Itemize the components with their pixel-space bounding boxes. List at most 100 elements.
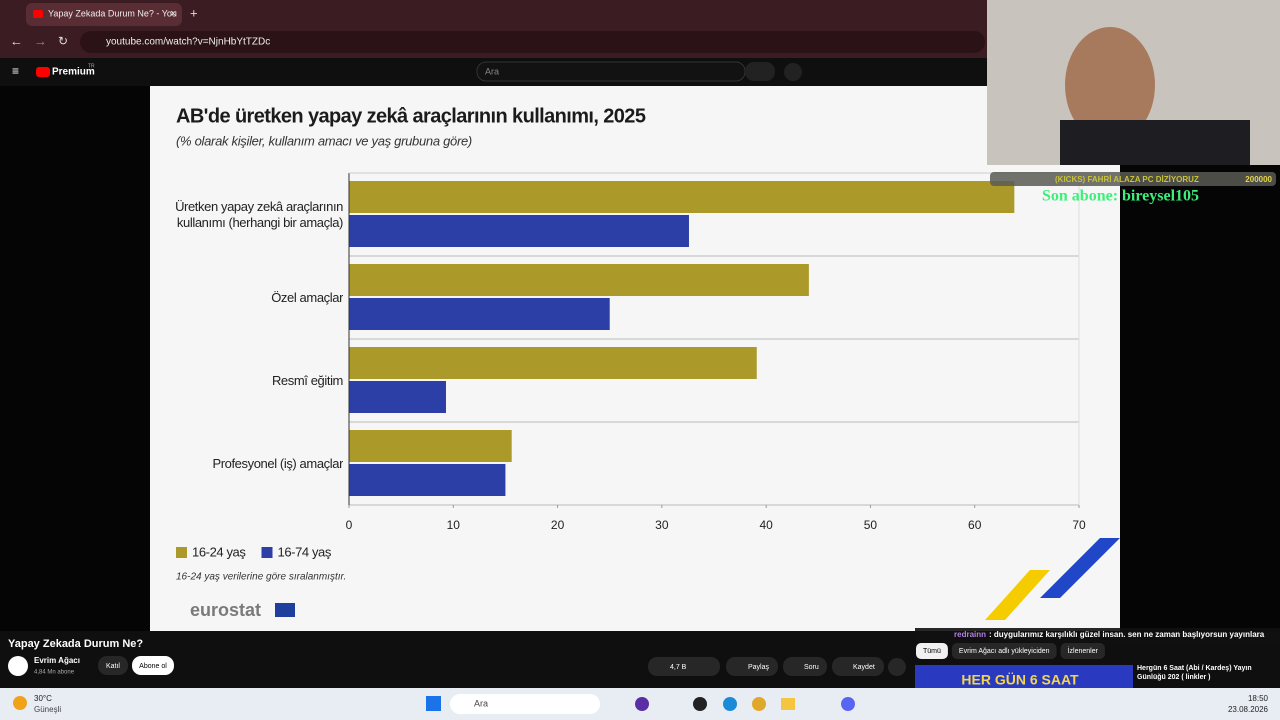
new-tab[interactable]: + [190, 5, 198, 20]
logo-shape [1040, 538, 1120, 598]
start-button[interactable] [426, 696, 441, 711]
app-icon[interactable] [752, 697, 766, 711]
tab-close[interactable]: × [170, 8, 176, 20]
logo-shape [985, 570, 1050, 620]
category-label-box: Özel amaçlar [271, 289, 343, 305]
weather-icon [13, 696, 27, 710]
taskbar-search[interactable] [450, 694, 600, 714]
chart-title: AB'de üretken yapay zekâ araçlarının kul… [176, 105, 646, 127]
x-tick-label: 30 [655, 518, 669, 532]
legend-label: 16-24 yaş [192, 544, 246, 559]
bar [349, 381, 446, 413]
share-button[interactable] [726, 657, 778, 676]
category-label: Özel amaçlar [271, 289, 343, 305]
chat-message: : duygularımız karşılıklı güzel insan. s… [989, 630, 1265, 639]
tab-title: Yapay Zekada Durum Ne? - You [48, 8, 177, 18]
bar [349, 264, 809, 296]
goal-bar [990, 172, 1276, 186]
weather-desc: Güneşli [34, 705, 61, 714]
app-icon[interactable] [693, 697, 707, 711]
video-title: Yapay Zekada Durum Ne? [8, 638, 143, 650]
filter-chip[interactable] [916, 643, 948, 659]
recommended-title[interactable]: Hergün 6 Saat (Abi / Kardeş) Yayın Günlü… [1137, 665, 1252, 681]
thumbnail-text: HER GÜN 6 SAAT [961, 672, 1079, 688]
search-box[interactable] [476, 61, 746, 82]
chat-line [915, 628, 1280, 642]
bar [349, 464, 506, 496]
bar [349, 215, 689, 247]
app-icon[interactable] [841, 697, 855, 711]
mic-button[interactable] [784, 63, 802, 81]
chart-subtitle: (% olarak kişiler, kullanım amacı ve yaş… [176, 133, 472, 148]
streamer [1065, 27, 1155, 143]
chart-note: 16-24 yaş verilerine göre sıralanmıştır. [176, 572, 346, 583]
bar [349, 347, 757, 379]
app-icon[interactable] [635, 697, 649, 711]
app-icon[interactable] [723, 697, 737, 711]
recommended-thumbnail[interactable] [915, 665, 1133, 688]
like-dislike[interactable] [648, 657, 720, 676]
subscriber-count: 4,84 Mn abone [34, 670, 75, 676]
legend-label: 16-74 yaş [278, 544, 332, 559]
category-label-box: Üretken yapay zekâ araçlarının kullanımı… [175, 198, 343, 230]
recommended-title-box: Hergün 6 Saat (Abi / Kardeş) Yayın Günlü… [1137, 665, 1252, 681]
reload[interactable]: ↻ [58, 34, 68, 48]
ask-button[interactable] [783, 657, 827, 676]
forward[interactable]: → [34, 33, 47, 48]
bar [349, 298, 610, 330]
subscribe-label: Abone ol [139, 663, 167, 670]
tab-icon [33, 10, 43, 18]
chat-user: redrainn [954, 630, 986, 639]
save-button[interactable] [832, 657, 884, 676]
overlay-goal: 200000 [1245, 175, 1272, 184]
channel-avatar[interactable] [8, 656, 28, 676]
taskbar-search-label: Ara [474, 698, 488, 708]
last-subscriber: Son abone: bireysel105 [1042, 188, 1199, 205]
url: youtube.com/watch?v=NjnHbYtTZDc [106, 37, 270, 48]
tab[interactable] [26, 3, 182, 26]
x-tick-label: 20 [551, 518, 565, 532]
address-bar[interactable] [80, 31, 985, 53]
yt-logo: Premium [52, 67, 95, 78]
chart: AB'de üretken yapay zekâ araçlarının kul… [175, 105, 1086, 620]
weather-temp: 30°C [34, 694, 52, 703]
bar [349, 430, 512, 462]
subscribe-button[interactable] [132, 656, 174, 675]
menu[interactable]: ≡ [12, 64, 19, 78]
category-label: Profesyonel (iş) amaçlar [212, 455, 343, 471]
ask-label: Soru [804, 664, 819, 671]
category-label-box: Resmî eğitim [271, 372, 343, 388]
share-label: Paylaş [748, 664, 770, 671]
search-button[interactable] [745, 62, 775, 81]
filter-label: İzlenenler [1068, 646, 1099, 655]
overlay-ticker: (KICKS) FAHRİ ALAZA PC DİZİYORUZ [1055, 175, 1199, 184]
back[interactable]: ← [10, 33, 23, 48]
clock-date: 23.08.2026 [1228, 705, 1269, 714]
streamer-shirt [1060, 120, 1250, 165]
x-tick-label: 0 [346, 518, 353, 532]
filter-chips: Tümü Evrim Ağacı adlı yükleyiciden İzlenen… [916, 643, 1105, 659]
filter-label: Tümü [923, 648, 941, 655]
x-tick-label: 50 [864, 518, 878, 532]
legend-swatch [176, 547, 187, 558]
x-tick-label: 60 [968, 518, 982, 532]
x-tick-label: 40 [759, 518, 773, 532]
join-button[interactable] [98, 656, 128, 675]
yt-logo-icon [36, 67, 50, 77]
app-icon[interactable] [781, 698, 795, 710]
join-label: Katıl [106, 663, 120, 670]
category-label-box: Profesyonel (iş) amaçlar [212, 455, 343, 471]
bar [349, 181, 1015, 213]
save-label: Kaydet [853, 664, 875, 671]
more-button[interactable] [888, 658, 906, 676]
filter-chip[interactable] [951, 643, 1057, 659]
channel-name[interactable]: Evrim Ağacı [34, 656, 80, 665]
x-tick-label: 10 [447, 518, 461, 532]
category-label: Resmî eğitim [271, 372, 343, 388]
source-logo: eurostat [190, 600, 261, 620]
x-tick-label: 70 [1072, 518, 1086, 532]
category-label: Üretken yapay zekâ araçlarının kullanımı… [175, 198, 343, 230]
filter-chip[interactable] [1060, 643, 1105, 659]
